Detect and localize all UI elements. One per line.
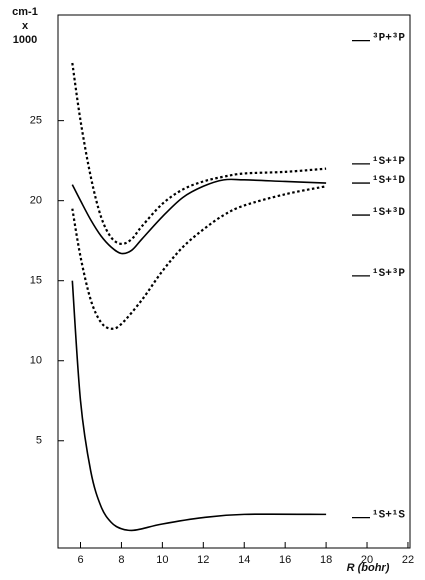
x-tick-label: 8	[118, 554, 124, 566]
x-tick-label: 20	[361, 554, 373, 566]
state-label: ¹S+³D	[372, 207, 405, 219]
x-tick-label: 10	[156, 554, 168, 566]
state-label: ¹S+¹S	[372, 509, 405, 521]
state-label: ¹S+³P	[372, 268, 405, 280]
x-tick-label: 18	[320, 554, 332, 566]
y-tick-label: 20	[30, 195, 42, 207]
plot-frame	[57, 14, 411, 549]
x-tick-label: 6	[77, 554, 83, 566]
curve	[71, 62, 327, 245]
y-tick-label: 10	[30, 355, 42, 367]
x-tick-label: 12	[197, 554, 209, 566]
x-axis-label: R (bohr)	[347, 562, 390, 574]
x-tick-label: 14	[238, 554, 250, 566]
curve	[71, 178, 327, 255]
x-tick-label: 22	[402, 554, 414, 566]
y-tick-label: 25	[30, 115, 42, 127]
x-tick-label: 16	[279, 554, 291, 566]
y-tick-label: 15	[30, 275, 42, 287]
state-label: ³P+³P	[372, 33, 405, 45]
curve	[71, 280, 327, 532]
y-axis-label: cm-1	[12, 6, 38, 18]
y-tick-label: 5	[36, 435, 42, 447]
state-label: ¹S+¹P	[372, 156, 405, 168]
curve	[71, 185, 327, 330]
y-axis-label: x	[22, 20, 29, 32]
y-axis-label: 1000	[13, 34, 37, 46]
state-label: ¹S+¹D	[372, 175, 405, 187]
